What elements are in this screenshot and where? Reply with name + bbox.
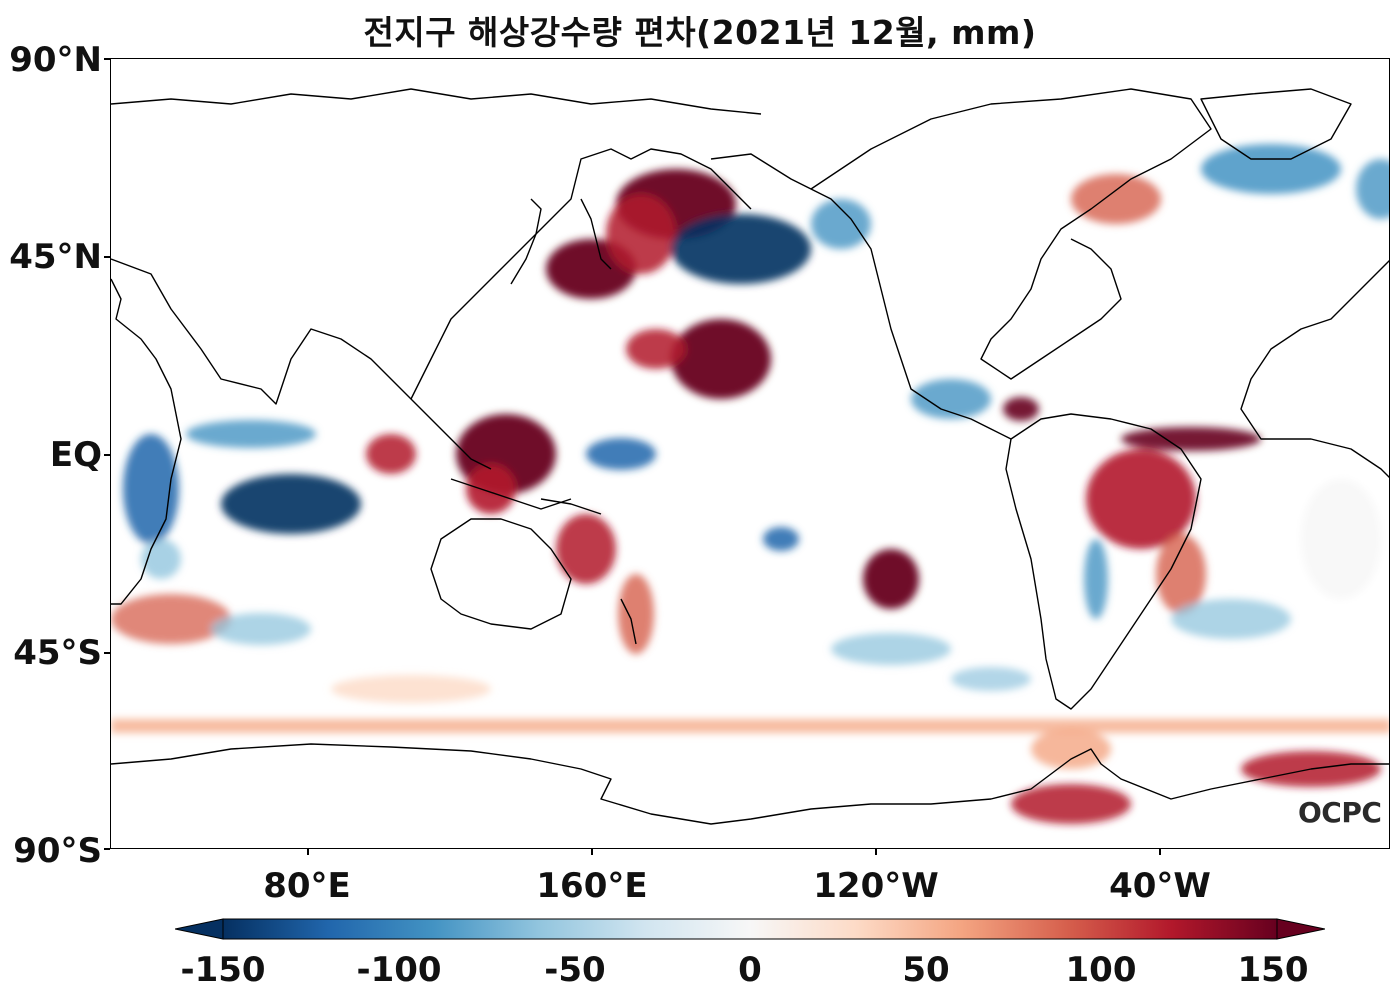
anomaly-patch-wet [466,464,516,514]
coastline-north-america [810,88,1212,380]
coastline-south-america [1005,413,1202,710]
lon-tick [307,849,309,855]
anomaly-patch-dry [1084,539,1108,619]
anomaly-field [111,144,1389,824]
anomaly-patch-wet [1071,174,1161,224]
anomaly-patch-dry [221,474,361,534]
anomaly-patch-dry [211,613,311,645]
lat-label-45s: 45°S [13,633,102,673]
coastline-new-guinea [540,498,602,515]
anomaly-patch-dry [911,379,991,419]
coastline-arabia-india [111,258,492,470]
anomaly-patch-wet [111,594,231,644]
anomaly-band-wet [111,719,1389,733]
lat-label-90n: 90°N [9,40,102,80]
anomaly-patch-wet [1031,729,1111,769]
anomaly-patch-wet [671,319,771,399]
colorbar-tick-label: 50 [902,950,950,990]
anomaly-patch-dry [763,527,799,551]
lon-tick [875,849,877,855]
lon-tick [591,849,593,855]
coastline-australia [430,518,572,630]
anomaly-patch-wet [331,675,491,703]
colorbar-tick-label: -150 [180,950,266,990]
anomaly-patch-wet [1301,479,1381,599]
colorbar-tick-label: -50 [544,950,606,990]
lat-tick [104,848,110,850]
anomaly-patch-dry [671,214,811,284]
colorbar-extend-low [175,918,224,940]
coastline-arctic [111,88,762,115]
coastline-greenland [1200,88,1352,160]
colorbar-tick-label: 0 [738,950,762,990]
anomaly-patch-dry [586,438,656,470]
coastline-africa-east [111,278,182,605]
coastline-kamchatka [580,198,612,270]
lat-label-45n: 45°N [9,237,102,277]
lon-label-160e: 160°E [536,866,648,906]
lat-tick [104,256,110,258]
anomaly-patch-dry [831,633,951,665]
coastline-japan [510,198,542,285]
anomaly-patch-wet [366,434,416,474]
lon-label-80e: 80°E [263,866,351,906]
coastline-maritime [450,478,572,510]
coastline-europe-africa [1240,260,1389,478]
lat-tick [104,652,110,654]
colorbar-extend-high [1276,918,1325,940]
map-title: 전지구 해상강수량 편차(2021년 12월, mm) [363,13,1037,52]
ocpc-watermark: OCPC [1298,796,1382,829]
lat-label-eq: EQ [49,435,102,475]
anomaly-patch-wet [1156,534,1206,614]
coastline-east-asia [410,148,752,400]
lat-tick [104,454,110,456]
anomaly-patch-wet [618,574,654,654]
coastline-alaska [710,153,1012,440]
anomaly-patch-dry [1171,599,1291,639]
lat-label-90s: 90°S [13,831,102,871]
anomaly-patch-wet [1003,397,1039,421]
anomaly-patch-dry [1356,159,1389,219]
anomaly-patch-dry [951,667,1031,691]
precipitation-anomaly-map [110,58,1390,849]
lon-label-40w: 40°W [1109,866,1211,906]
anomaly-patch-wet [1121,427,1261,451]
anomaly-patch-wet [626,329,686,369]
colorbar-tick-label: 150 [1237,950,1309,990]
anomaly-patch-wet [1011,784,1131,824]
colorbar-body [222,918,1278,940]
map-canvas [111,88,1389,825]
colorbar-tick-label: -100 [356,950,442,990]
anomaly-patch-wet [606,194,676,274]
lon-tick [1159,849,1161,855]
anomaly-patch-dry [1201,144,1341,194]
colorbar [175,918,1325,940]
anomaly-patch-wet [1086,449,1196,549]
lat-tick [104,58,110,60]
lon-label-120w: 120°W [813,866,939,906]
coastline-new-zealand [620,598,637,645]
colorbar-tick-label: 100 [1065,950,1137,990]
anomaly-patch-dry [186,420,316,448]
anomaly-patch-dry [123,434,179,544]
anomaly-patch-dry [811,199,871,249]
colorbar-graphic [175,918,1325,940]
coastline-antarctica [111,743,1389,825]
anomaly-patch-wet [863,549,919,609]
anomaly-patch-wet [556,514,616,584]
coastlines [111,88,1389,825]
